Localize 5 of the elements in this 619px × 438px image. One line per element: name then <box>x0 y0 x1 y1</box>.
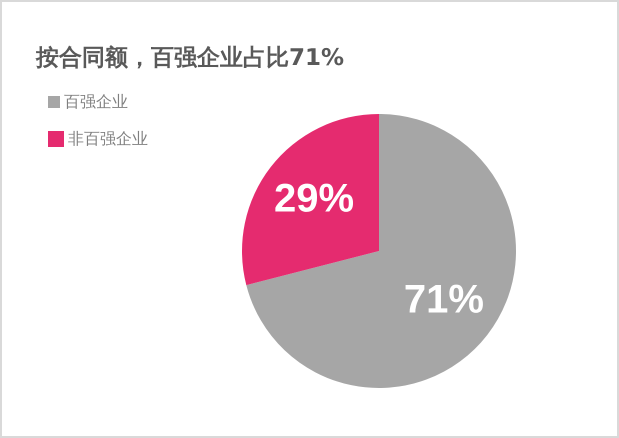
chart-title: 按合同额，百强企业占比71% <box>36 44 344 73</box>
legend-label: 百强企业 <box>64 92 128 112</box>
data-label: 29% <box>274 176 354 221</box>
legend-label: 非百强企业 <box>68 128 148 150</box>
data-label: 71% <box>404 277 484 322</box>
